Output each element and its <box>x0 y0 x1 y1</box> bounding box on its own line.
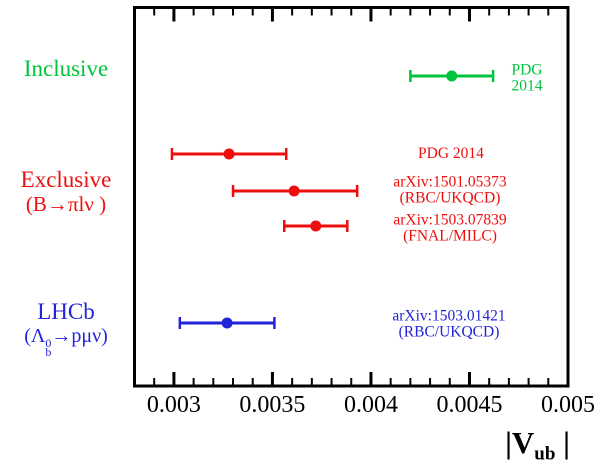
group-label-inclusive: Inclusive <box>0 56 132 82</box>
group-label-lhcb: LHCb (Λ 0 b →pμν) <box>0 299 132 358</box>
x-axis-title-subscript: ub <box>534 443 556 465</box>
data-point <box>310 220 322 232</box>
measurement-annotation-line: arXiv:1503.07839 <box>393 211 507 228</box>
x-tick-label: 0.003 <box>147 392 201 418</box>
x-axis-title-pre: |V <box>505 425 535 460</box>
data-point <box>288 185 300 197</box>
x-tick-label: 0.004 <box>344 392 398 418</box>
data-point <box>223 148 235 160</box>
x-tick-label: 0.005 <box>541 392 595 418</box>
measurement-annotation-line: (RBC/UKQCD) <box>398 323 500 341</box>
group-label-lhcb-text: LHCb <box>37 299 95 324</box>
measurement-annotation-line: (RBC/UKQCD) <box>399 189 501 207</box>
data-point <box>221 317 233 329</box>
group-label-exclusive: Exclusive (B→πlν ) <box>0 167 132 216</box>
group-label-inclusive-text: Inclusive <box>23 56 109 81</box>
x-axis-title: |Vub | <box>505 425 570 466</box>
measurement-annotation-line: PDG <box>511 61 543 78</box>
measurement-annotation-line: 2014 <box>511 77 543 95</box>
measurement-annotation-4: arXiv:1503.01421 (RBC/UKQCD) <box>392 308 505 341</box>
measurement-annotation-line: arXiv:1501.05373 <box>393 173 507 190</box>
measurement-annotation-line: (FNAL/MILC) <box>403 227 497 245</box>
x-tick-label: 0.0035 <box>239 392 305 418</box>
measurement-annotation-line: PDG 2014 <box>418 144 484 162</box>
data-point <box>446 70 458 82</box>
measurement-annotation-1: PDG 2014 <box>418 145 484 162</box>
x-tick-label: 0.0045 <box>436 392 502 418</box>
measurement-annotation-3: arXiv:1503.07839 (FNAL/MILC) <box>393 212 506 245</box>
measurement-annotation-line: arXiv:1503.01421 <box>392 307 506 324</box>
group-label-exclusive-decay: (B→πlν ) <box>25 191 107 216</box>
x-axis-title-post: | <box>555 425 570 460</box>
measurement-annotation-2: arXiv:1501.05373 (RBC/UKQCD) <box>393 174 506 207</box>
measurement-annotation-0: PDG 2014 <box>511 62 542 95</box>
group-label-lhcb-decay: (Λ 0 b →pμν) <box>24 324 108 360</box>
group-label-exclusive-text: Exclusive <box>20 167 112 192</box>
